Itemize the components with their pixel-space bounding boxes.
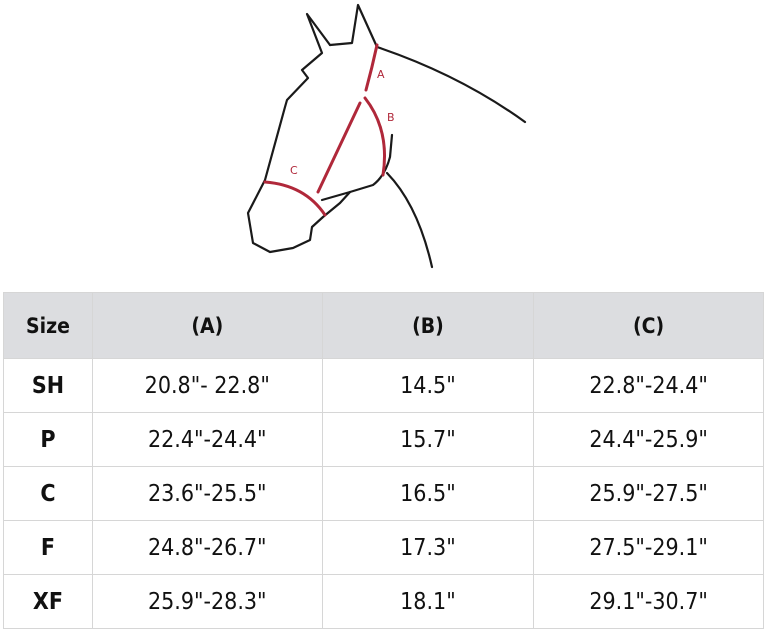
measurement-cell: 16.5" (321, 466, 535, 521)
header-row: Size (A) (B) (C) (3, 292, 764, 359)
measurement-lines (263, 43, 387, 217)
table-row: P 22.4"-24.4" 15.7" 24.4"-25.9" (3, 412, 764, 467)
measure-b (363, 96, 387, 177)
measurement-cell: 27.5"-29.1" (533, 520, 764, 575)
measurement-cell: 25.9"-28.3" (91, 574, 323, 629)
measurement-cell: 25.9"-27.5" (533, 466, 764, 521)
measurement-cell: 15.7" (321, 412, 535, 467)
size-cell: SH (3, 358, 93, 413)
measurement-cell: 29.1"-30.7" (533, 574, 764, 629)
measurement-cell: 23.6"-25.5" (91, 466, 323, 521)
header-a: (A) (91, 292, 323, 359)
table-row: XF 25.9"-28.3" 18.1" 29.1"-30.7" (3, 574, 764, 629)
horse-head-diagram: A B C (246, 3, 527, 269)
horse-outline (246, 3, 527, 269)
size-chart-table: Size (A) (B) (C) SH 20.8"- 22.8" 14.5" 22.8… (3, 292, 764, 629)
header-c: (C) (533, 292, 764, 359)
table-row: F 24.8"-26.7" 17.3" 27.5"-29.1" (3, 520, 764, 575)
size-cell: P (3, 412, 93, 467)
measurement-cell: 14.5" (321, 358, 535, 413)
measure-a (364, 43, 379, 92)
size-cell: C (3, 466, 93, 521)
header-size: Size (3, 292, 93, 359)
measurement-cell: 17.3" (321, 520, 535, 575)
size-cell: F (3, 520, 93, 575)
size-cell: XF (3, 574, 93, 629)
table-row: C 23.6"-25.5" 16.5" 25.9"-27.5" (3, 466, 764, 521)
noseband-strap (316, 101, 362, 194)
measurement-cell: 20.8"- 22.8" (91, 358, 323, 413)
label-b: B (387, 111, 395, 124)
measure-c (263, 180, 327, 217)
label-c: C (290, 164, 298, 177)
measurement-cell: 22.4"-24.4" (91, 412, 323, 467)
measurement-cell: 24.4"-25.9" (533, 412, 764, 467)
header-b: (B) (321, 292, 535, 359)
measurement-cell: 18.1" (321, 574, 535, 629)
table-row: SH 20.8"- 22.8" 14.5" 22.8"-24.4" (3, 358, 764, 413)
measurement-cell: 22.8"-24.4" (533, 358, 764, 413)
measurement-cell: 24.8"-26.7" (91, 520, 323, 575)
label-a: A (377, 68, 385, 81)
